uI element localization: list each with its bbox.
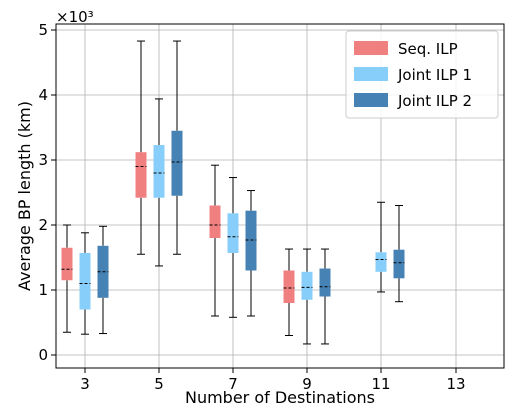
legend-swatch xyxy=(354,93,388,107)
box-body xyxy=(79,252,91,310)
legend: Seq. ILP Joint ILP 1 Joint ILP 2 xyxy=(345,30,499,119)
box-body xyxy=(301,271,313,300)
box-layer xyxy=(61,40,405,345)
plot-frame xyxy=(55,23,505,369)
y-scale-label: ×10³ xyxy=(56,8,94,26)
y-axis-label: Average BP length (km) xyxy=(15,101,34,291)
y-tick-label: 4 xyxy=(38,86,48,104)
box-body xyxy=(171,130,183,196)
box-body xyxy=(375,252,387,272)
y-tick-label: 2 xyxy=(38,216,48,234)
x-tick-label: 11 xyxy=(371,375,390,393)
box-body xyxy=(209,205,221,238)
x-tick-label: 3 xyxy=(80,375,90,393)
y-tick-label: 5 xyxy=(38,21,48,39)
legend-swatch xyxy=(354,67,388,81)
box-body xyxy=(135,152,147,198)
x-axis-label: Number of Destinations xyxy=(185,388,375,407)
legend-swatch xyxy=(354,41,388,55)
x-tick-label: 9 xyxy=(302,375,312,393)
box-body xyxy=(319,268,331,297)
y-tick-label: 3 xyxy=(38,151,48,169)
box-body xyxy=(227,213,239,253)
box-body xyxy=(393,249,405,279)
legend-label: Joint ILP 1 xyxy=(397,66,472,84)
x-tick-label: 13 xyxy=(446,375,465,393)
box-body xyxy=(283,270,295,303)
x-tick-label: 5 xyxy=(154,375,164,393)
legend-label: Joint ILP 2 xyxy=(397,92,472,110)
box-body xyxy=(245,210,257,271)
axis-layer: 0 1 2 3 4 5 3 5 7 9 11 13 xyxy=(38,21,465,393)
legend-label: Seq. ILP xyxy=(398,40,458,58)
box-body xyxy=(153,145,165,198)
y-tick-label: 1 xyxy=(38,281,48,299)
y-tick-label: 0 xyxy=(38,346,48,364)
x-tick-label: 7 xyxy=(228,375,238,393)
box-body xyxy=(61,247,73,281)
